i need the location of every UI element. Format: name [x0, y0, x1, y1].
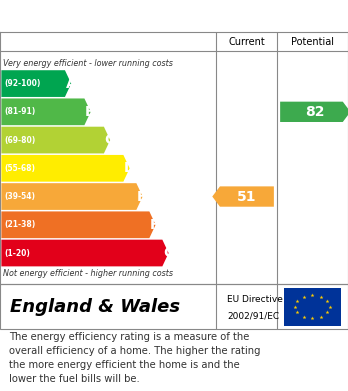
Bar: [284, 288, 341, 326]
Text: (69-80): (69-80): [4, 136, 35, 145]
Polygon shape: [1, 240, 169, 266]
Polygon shape: [280, 102, 348, 122]
Text: Energy Efficiency Rating: Energy Efficiency Rating: [10, 7, 239, 25]
Text: Not energy efficient - higher running costs: Not energy efficient - higher running co…: [3, 269, 174, 278]
Polygon shape: [1, 99, 91, 125]
Text: (39-54): (39-54): [4, 192, 35, 201]
Polygon shape: [1, 155, 130, 182]
Text: 2002/91/EC: 2002/91/EC: [227, 311, 279, 320]
Text: F: F: [150, 218, 159, 232]
Text: EU Directive: EU Directive: [227, 296, 283, 305]
Text: 51: 51: [237, 190, 257, 204]
Text: Potential: Potential: [291, 37, 334, 47]
Text: (1-20): (1-20): [4, 249, 30, 258]
Polygon shape: [1, 127, 110, 153]
Text: (92-100): (92-100): [4, 79, 41, 88]
Text: B: B: [85, 105, 96, 119]
Text: D: D: [124, 161, 136, 175]
Polygon shape: [1, 212, 156, 238]
Text: England & Wales: England & Wales: [10, 298, 181, 316]
Text: C: C: [105, 133, 115, 147]
Polygon shape: [1, 70, 71, 97]
Text: E: E: [137, 190, 147, 204]
Polygon shape: [212, 187, 274, 207]
Text: Very energy efficient - lower running costs: Very energy efficient - lower running co…: [3, 59, 173, 68]
Text: (21-38): (21-38): [4, 220, 35, 229]
Text: The energy efficiency rating is a measure of the
overall efficiency of a home. T: The energy efficiency rating is a measur…: [9, 332, 260, 384]
Text: G: G: [163, 246, 174, 260]
Text: 82: 82: [306, 105, 325, 119]
Text: (55-68): (55-68): [4, 164, 35, 173]
Text: A: A: [66, 77, 76, 91]
Text: Current: Current: [228, 37, 265, 47]
Polygon shape: [1, 183, 143, 210]
Text: (81-91): (81-91): [4, 107, 35, 117]
